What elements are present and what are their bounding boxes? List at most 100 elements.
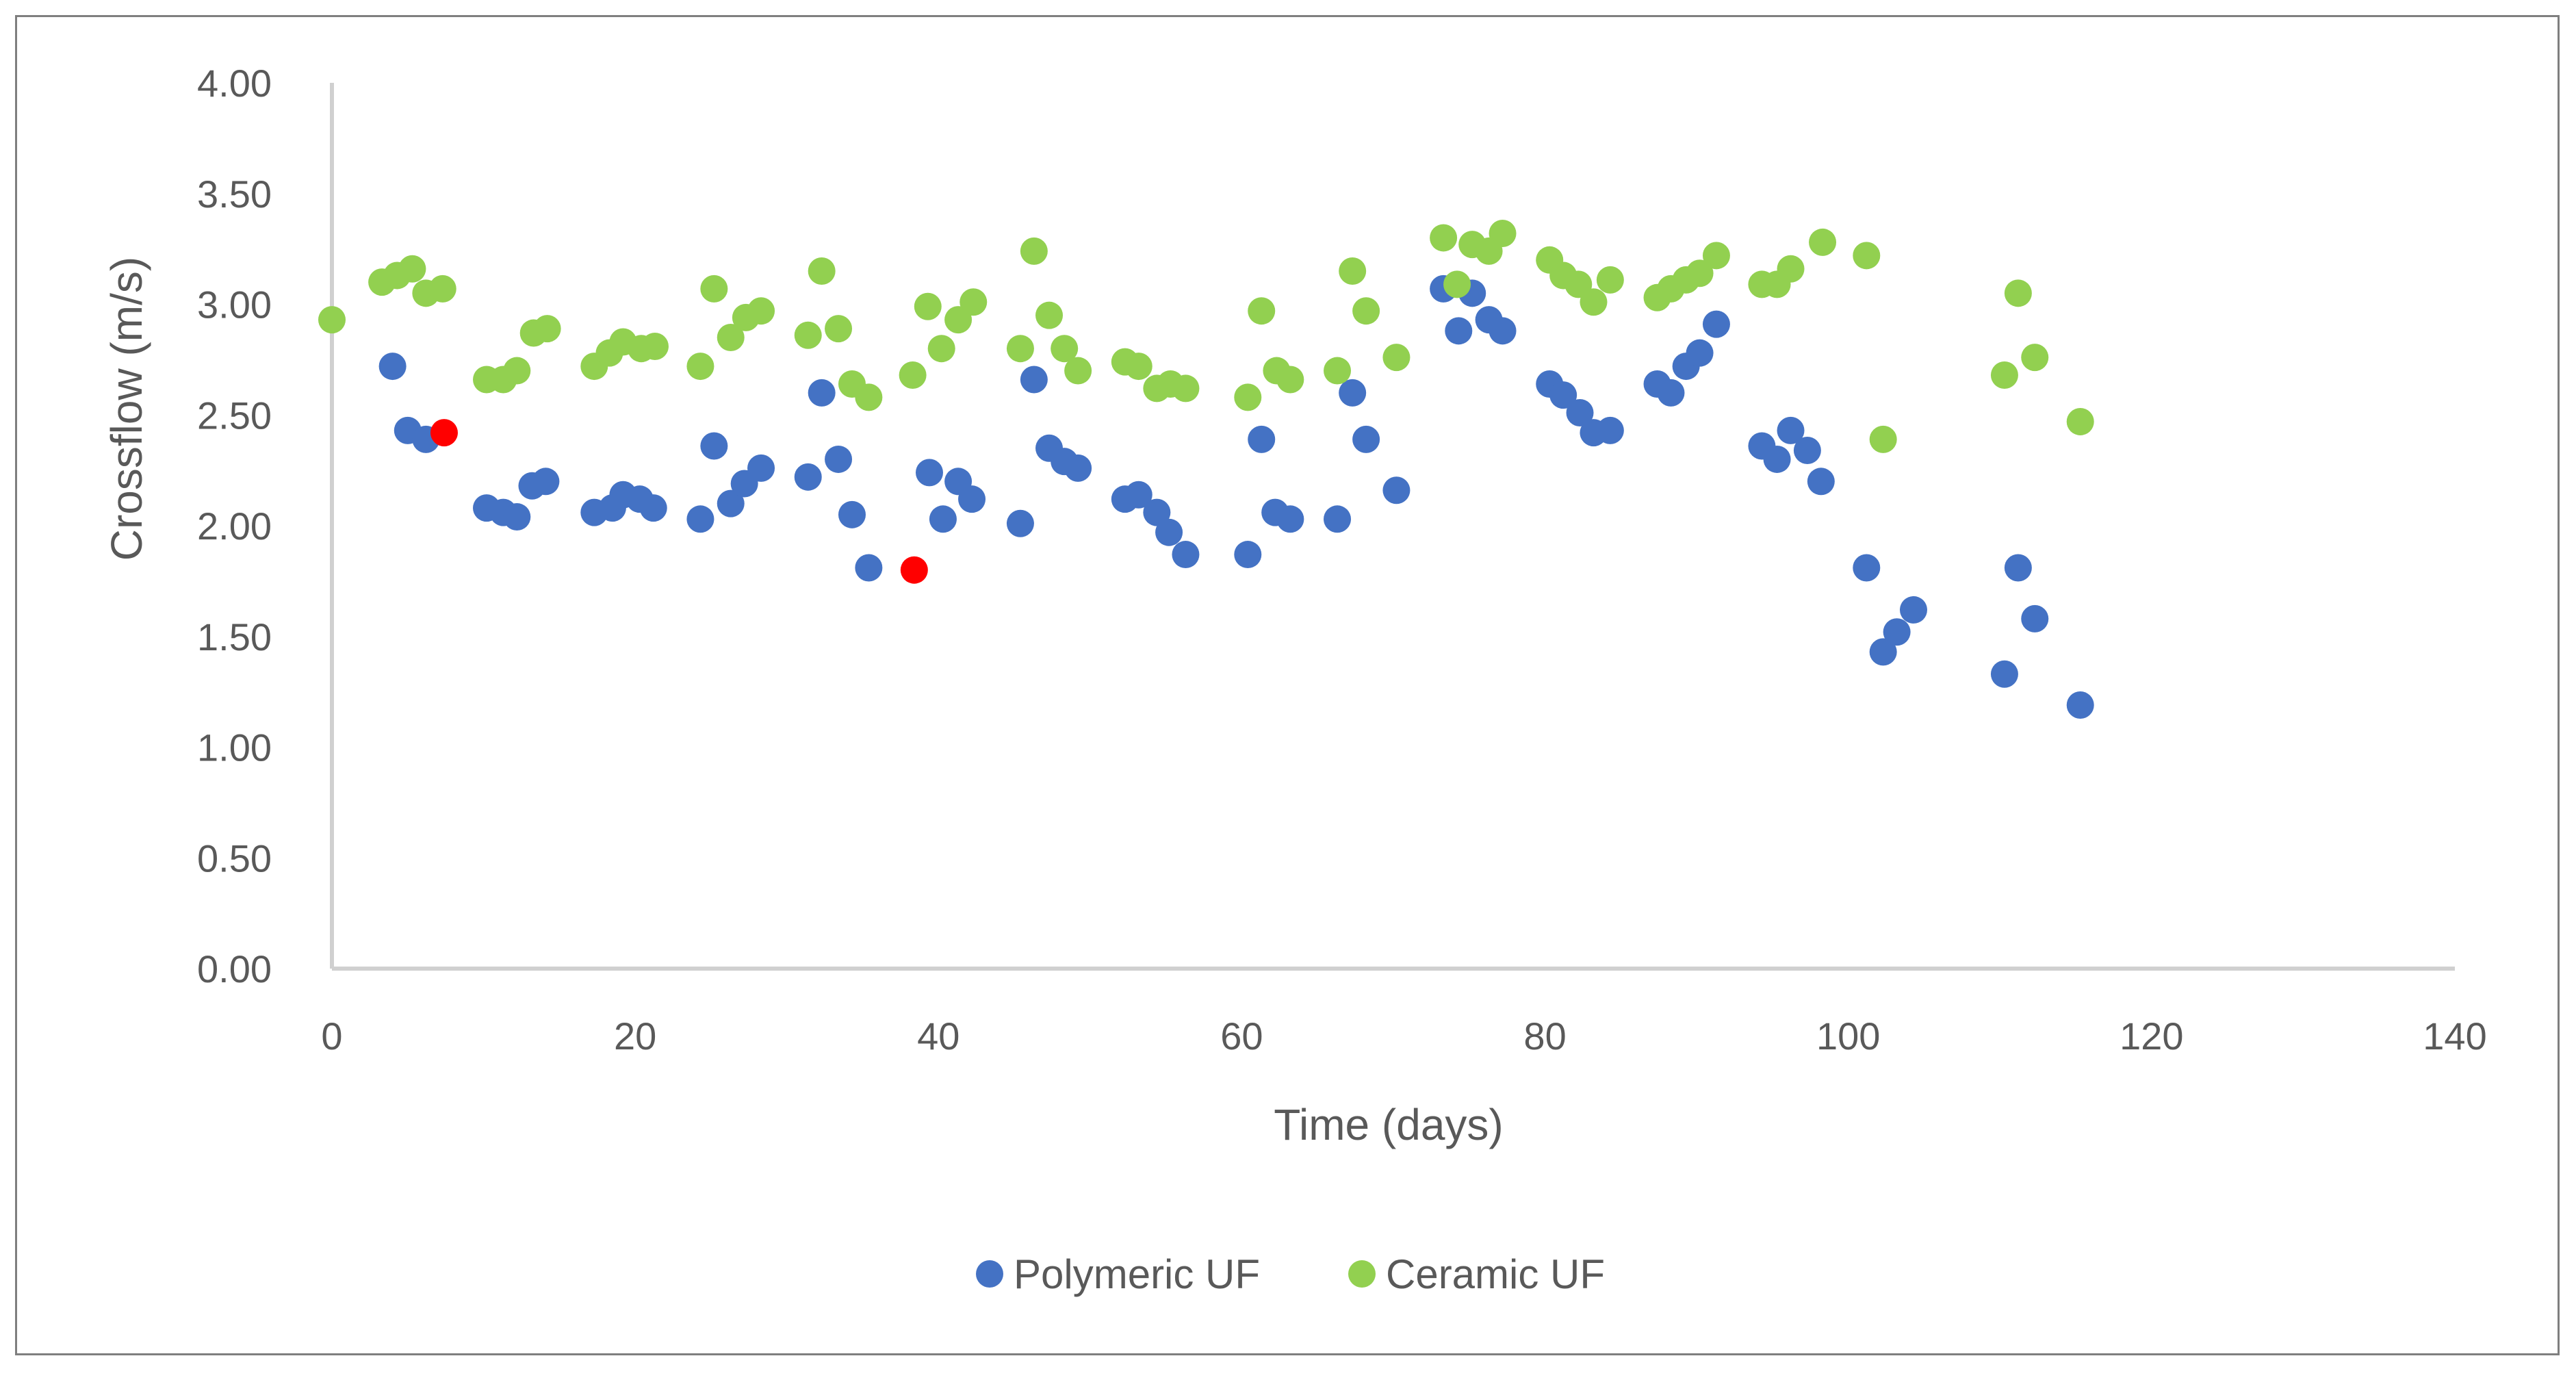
x-tick-label: 0 — [321, 1014, 342, 1058]
data-point — [686, 505, 714, 533]
data-point — [838, 500, 866, 528]
x-tick-label: 120 — [2120, 1014, 2183, 1058]
data-point — [378, 353, 407, 381]
series-ceramic-uf — [318, 219, 2094, 453]
data-point — [1234, 383, 1262, 411]
data-point — [1807, 468, 1835, 496]
data-point — [958, 485, 986, 513]
data-point — [1020, 237, 1048, 265]
data-point — [1143, 498, 1171, 526]
y-tick-label: 0.50 — [197, 836, 272, 880]
data-point — [1763, 445, 1791, 473]
data-point — [808, 379, 836, 407]
data-point — [1276, 366, 1304, 394]
highlighted-points — [430, 419, 928, 584]
data-point — [1443, 270, 1471, 298]
legend-item-polymeric: Polymeric UF — [976, 1251, 1260, 1297]
data-point — [899, 361, 927, 389]
data-point — [1853, 242, 1881, 270]
data-point — [1990, 660, 2018, 688]
data-point — [428, 274, 456, 303]
x-tick-label: 20 — [614, 1014, 656, 1058]
data-point — [1248, 425, 1276, 453]
y-axis-ticks: 0.00 0.50 1.00 1.50 2.00 2.50 3.00 3.50 4.00 — [197, 62, 272, 991]
y-tick-label: 3.00 — [197, 283, 272, 327]
data-point — [1549, 381, 1577, 409]
legend-item-ceramic: Ceramic UF — [1348, 1251, 1605, 1297]
data-point — [686, 353, 714, 381]
data-point — [2021, 604, 2049, 632]
data-point — [2066, 691, 2094, 719]
data-point — [717, 489, 745, 518]
data-point — [1883, 618, 1911, 646]
y-tick-label: 3.50 — [197, 172, 272, 216]
data-point — [927, 335, 955, 363]
data-point — [1339, 379, 1367, 407]
chart-frame: 0.00 0.50 1.00 1.50 2.00 2.50 3.00 3.50 4.00 0 20… — [15, 15, 2560, 1355]
data-point — [914, 292, 942, 320]
data-points — [318, 219, 2094, 719]
data-point — [808, 257, 836, 285]
data-point — [1702, 310, 1730, 338]
data-point — [747, 297, 775, 325]
y-axis-title: Crossflow (m/s) — [102, 257, 151, 561]
data-point — [1566, 399, 1594, 427]
x-tick-label: 100 — [1816, 1014, 1880, 1058]
data-point — [1853, 554, 1881, 582]
data-point — [1324, 505, 1352, 533]
data-point — [1172, 541, 1200, 569]
data-point — [641, 332, 669, 360]
data-point — [1990, 361, 2018, 389]
data-point — [1702, 242, 1730, 270]
highlighted-data-point — [430, 419, 458, 447]
axes — [330, 83, 2455, 971]
x-tick-label: 80 — [1523, 1014, 1566, 1058]
data-point — [1064, 357, 1092, 385]
data-point — [1793, 437, 1821, 465]
data-point — [794, 463, 822, 491]
y-tick-label: 4.00 — [197, 62, 272, 105]
data-point — [2004, 554, 2032, 582]
data-point — [1809, 228, 1837, 256]
data-point — [398, 255, 426, 283]
data-point — [1596, 266, 1624, 294]
data-point — [1324, 357, 1352, 385]
data-point — [1382, 476, 1411, 504]
legend-marker-ceramic — [1348, 1260, 1376, 1288]
data-point — [1006, 335, 1034, 363]
x-tick-label: 140 — [2423, 1014, 2486, 1058]
data-point — [1124, 353, 1152, 381]
y-tick-label: 1.00 — [197, 726, 272, 769]
data-point — [1339, 257, 1367, 285]
data-point — [855, 554, 883, 582]
legend: Polymeric UF Ceramic UF — [976, 1251, 1605, 1297]
x-tick-label: 60 — [1220, 1014, 1263, 1058]
data-point — [1064, 454, 1092, 482]
data-point — [825, 315, 853, 343]
data-point — [855, 383, 883, 411]
data-point — [1580, 288, 1608, 316]
data-point — [717, 324, 745, 352]
data-point — [503, 503, 531, 531]
data-point — [1869, 638, 1897, 666]
x-axis-ticks: 0 20 40 60 80 100 120 140 — [321, 1014, 2486, 1058]
data-point — [503, 357, 531, 385]
data-point — [1489, 317, 1517, 345]
data-point — [794, 321, 822, 349]
data-point — [1248, 297, 1276, 325]
y-tick-label: 1.50 — [197, 615, 272, 659]
data-point — [1051, 335, 1079, 363]
data-point — [700, 274, 728, 303]
data-point — [318, 306, 346, 334]
data-point — [2004, 279, 2032, 307]
data-point — [1445, 317, 1473, 345]
legend-marker-polymeric — [976, 1260, 1003, 1288]
data-point — [959, 288, 988, 316]
x-axis-title: Time (days) — [1274, 1100, 1503, 1149]
data-point — [533, 315, 561, 343]
data-point — [1777, 255, 1805, 283]
data-point — [1869, 425, 1897, 453]
data-point — [1489, 219, 1517, 247]
data-point — [1276, 505, 1304, 533]
x-tick-label: 40 — [917, 1014, 959, 1058]
